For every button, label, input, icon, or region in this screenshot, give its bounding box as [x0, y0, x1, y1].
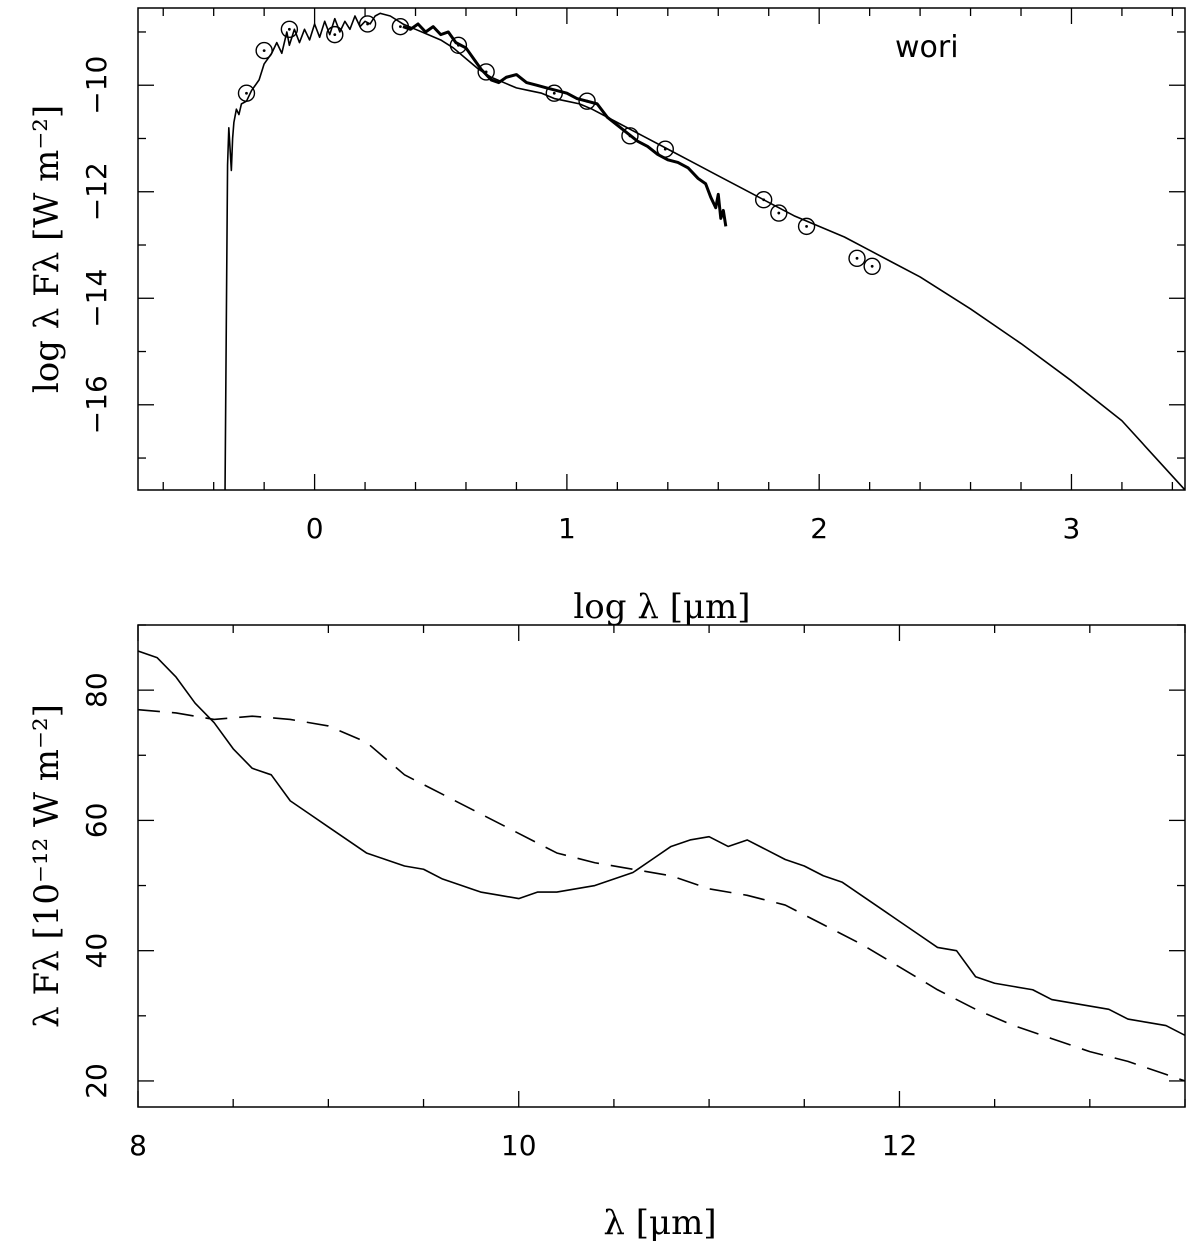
photometry-point-center [552, 91, 556, 95]
bottom-series-dashed [138, 708, 1185, 1082]
bottom-panel: 8 10 12 20 40 60 80 λ [μm] λ Fλ [10⁻¹² W m⁻²] [27, 624, 1186, 1243]
bottom-y-tick-label: 20 [80, 1063, 113, 1099]
photometry-point-center [398, 25, 402, 29]
photometry-point [255, 41, 273, 60]
photometry-point-center [457, 43, 460, 47]
top-ticks [138, 8, 1185, 490]
bottom-series [138, 650, 1185, 1082]
photometry-point-center [262, 49, 266, 53]
photometry-point [326, 25, 344, 44]
photometry-point [621, 127, 639, 145]
top-series [224, 12, 1185, 490]
top-x-axis-label: log λ [μm] [573, 587, 750, 627]
top-panel: 0 1 2 3 −16 −14 −12 −10 wori log λ [μm] log λ F… [27, 7, 1186, 627]
photometry-point-center [628, 134, 632, 138]
photometry-point [797, 217, 816, 236]
top-y-tick-label: −16 [80, 375, 113, 434]
photometry-point-center [484, 70, 488, 74]
photometry-point [237, 84, 256, 102]
photometry-point [863, 257, 881, 276]
top-y-axis-label: log λ Fλ [W m⁻²] [27, 105, 67, 393]
bottom-tick-labels: 8 10 12 20 40 60 80 [80, 672, 917, 1162]
photometry-point-center [333, 33, 337, 37]
photometry-point-center [663, 147, 667, 151]
photometry-point-center [805, 224, 808, 228]
photometry-point-center [585, 99, 589, 103]
bottom-y-tick-label: 60 [80, 803, 113, 839]
photometry-point-center [855, 256, 859, 260]
bottom-y-tick-label: 40 [80, 933, 113, 969]
photometry-point [770, 204, 788, 222]
top-y-tick-label: −12 [80, 162, 113, 221]
photometry-point-center [762, 198, 766, 202]
bottom-series-solid [138, 650, 1185, 1037]
top-x-tick-label: 1 [558, 512, 576, 545]
top-x-tick-label: 3 [1063, 512, 1081, 545]
photometry-point [545, 84, 563, 102]
photometry-point-center [777, 211, 781, 215]
top-series-observed-spectrum [402, 22, 728, 227]
photometry-point [449, 36, 468, 54]
photometry-point-center [870, 264, 874, 268]
photometry-point [477, 63, 495, 81]
top-plot-frame [137, 7, 1186, 491]
top-series-model-SED [224, 12, 1185, 490]
bottom-plot-frame [137, 624, 1186, 1108]
bottom-x-tick-label: 10 [501, 1129, 537, 1162]
bottom-y-tick-label: 80 [80, 672, 113, 708]
bottom-ticks [137, 624, 1186, 1107]
top-x-tick-label: 0 [306, 512, 324, 545]
photometry-point [358, 15, 377, 33]
top-y-tick-label: −10 [80, 56, 113, 115]
top-annotation: wori [895, 30, 959, 65]
top-y-tick-label: −14 [80, 269, 113, 328]
photometry-point [656, 140, 674, 158]
photometry-point-center [245, 91, 248, 95]
top-tick-labels: 0 1 2 3 −16 −14 −12 −10 [80, 56, 1080, 545]
photometry-point [848, 249, 866, 268]
top-photometry [237, 15, 881, 276]
photometry-point [754, 191, 773, 209]
photometry-point-center [366, 22, 369, 26]
bottom-x-tick-label: 8 [129, 1129, 147, 1162]
top-x-tick-label: 2 [810, 512, 828, 545]
photometry-point [391, 17, 410, 36]
bottom-x-axis-label: λ [μm] [603, 1203, 716, 1243]
bottom-x-tick-label: 12 [882, 1129, 918, 1162]
photometry-point-center [287, 27, 291, 31]
photometry-point [578, 92, 596, 110]
photometry-point [280, 20, 299, 39]
bottom-y-axis-label: λ Fλ [10⁻¹² W m⁻²] [27, 704, 67, 1028]
